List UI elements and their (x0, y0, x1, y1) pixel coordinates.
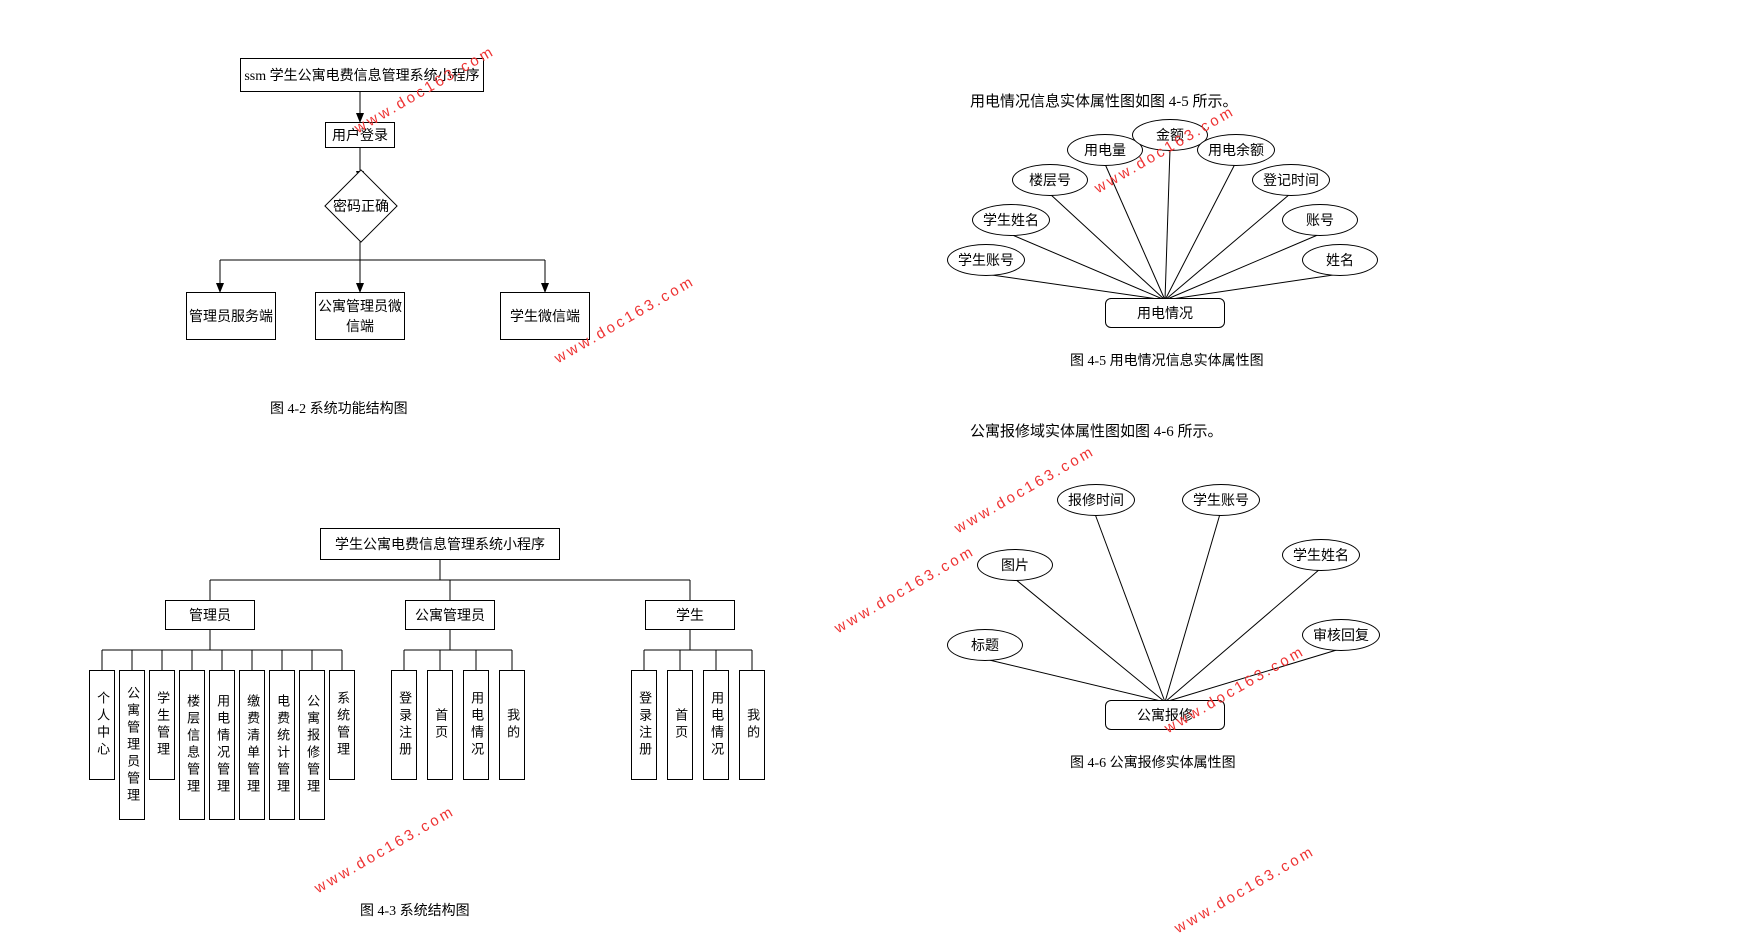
er-attr: 审核回复 (1302, 619, 1380, 651)
er-attr: 用电余额 (1197, 134, 1275, 166)
fig42-b2: 公寓管理员微信端 (315, 292, 405, 340)
er-attr: 报修时间 (1057, 484, 1135, 516)
er-attr: 账号 (1282, 204, 1358, 236)
fig46-lines (890, 420, 1450, 800)
fig42-check-label: 密码正确 (333, 196, 389, 216)
tree-leaf: 我的 (499, 670, 525, 780)
tree-leaf: 首页 (427, 670, 453, 780)
fig43-g2: 公寓管理员 (405, 600, 495, 630)
watermark: www.doc163.com (1172, 842, 1319, 937)
fig46-container: 公寓报修域实体属性图如图 4-6 所示。 公寓报修 标题图片报修时间学生账号学生… (890, 420, 1450, 820)
tree-leaf: 公寓报修管理 (299, 670, 325, 820)
tree-leaf: 楼层信息管理 (179, 670, 205, 820)
fig42-top: ssm 学生公寓电费信息管理系统小程序 (240, 58, 484, 92)
tree-leaf: 缴费清单管理 (239, 670, 265, 820)
tree-leaf: 系统管理 (329, 670, 355, 780)
fig46-caption: 图 4-6 公寓报修实体属性图 (1070, 752, 1236, 772)
tree-leaf: 个人中心 (89, 670, 115, 780)
fig45-lines (890, 60, 1450, 400)
tree-leaf: 电费统计管理 (269, 670, 295, 820)
er-attr: 标题 (947, 629, 1023, 661)
er-attr: 图片 (977, 549, 1053, 581)
tree-leaf: 用电情况 (463, 670, 489, 780)
fig43-container: 学生公寓电费信息管理系统小程序 管理员 公寓管理员 学生 个人中心公寓管理员管理… (80, 510, 800, 930)
er-attr: 学生姓名 (1282, 539, 1360, 571)
fig42-caption: 图 4-2 系统功能结构图 (270, 398, 408, 418)
er-attr: 学生账号 (947, 244, 1025, 276)
fig45-container: 用电情况信息实体属性图如图 4-5 所示。 用电情况 学生账号学生姓名楼层号用电… (890, 60, 1450, 400)
tree-leaf: 用电情况 (703, 670, 729, 780)
fig45-caption: 图 4-5 用电情况信息实体属性图 (1070, 350, 1264, 370)
tree-leaf: 首页 (667, 670, 693, 780)
fig43-g3: 学生 (645, 600, 735, 630)
er-attr: 登记时间 (1252, 164, 1330, 196)
tree-leaf: 登录注册 (391, 670, 417, 780)
er-attr: 姓名 (1302, 244, 1378, 276)
fig42-login: 用户登录 (325, 122, 395, 148)
er-attr: 金额 (1132, 119, 1208, 151)
er-attr: 学生账号 (1182, 484, 1260, 516)
fig42-b3: 学生微信端 (500, 292, 590, 340)
tree-leaf: 用电情况管理 (209, 670, 235, 820)
tree-leaf: 登录注册 (631, 670, 657, 780)
fig42-b1: 管理员服务端 (186, 292, 276, 340)
tree-leaf: 学生管理 (149, 670, 175, 780)
tree-leaf: 公寓管理员管理 (119, 670, 145, 820)
fig43-root: 学生公寓电费信息管理系统小程序 (320, 528, 560, 560)
fig45-center: 用电情况 (1105, 298, 1225, 328)
fig43-caption: 图 4-3 系统结构图 (360, 900, 470, 920)
tree-leaf: 我的 (739, 670, 765, 780)
fig46-center: 公寓报修 (1105, 700, 1225, 730)
er-attr: 学生姓名 (972, 204, 1050, 236)
er-attr: 用电量 (1067, 134, 1143, 166)
er-attr: 楼层号 (1012, 164, 1088, 196)
fig43-g1: 管理员 (165, 600, 255, 630)
